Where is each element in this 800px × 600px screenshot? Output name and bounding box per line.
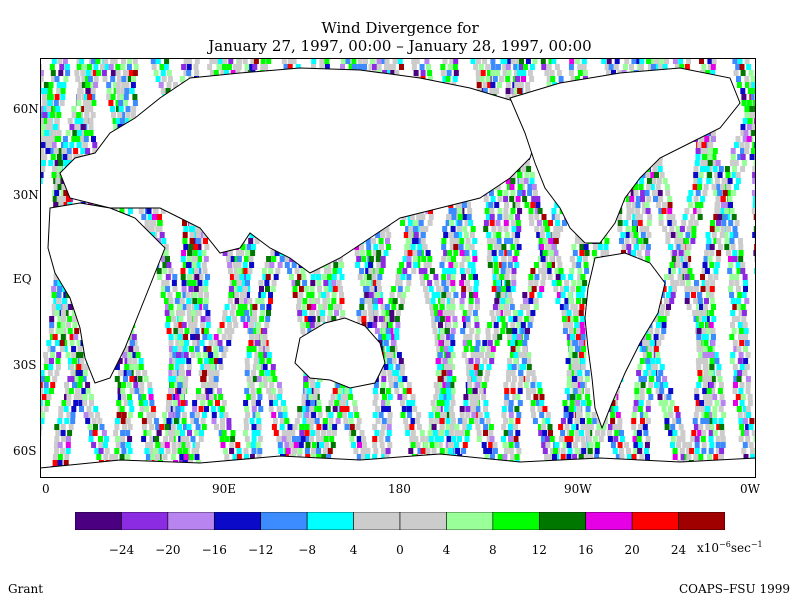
colorbar-tick-label: 4	[442, 543, 451, 557]
credit-label: COAPS–FSU 1999	[679, 582, 790, 596]
lon-label-90e: 90E	[212, 482, 237, 496]
colorbar-tick-label: 16	[578, 543, 594, 557]
lon-label-0w: 0W	[740, 482, 760, 496]
antarctica-landmass	[40, 453, 756, 478]
colorbar-swatch	[585, 512, 633, 530]
colorbar-swatch	[121, 512, 169, 530]
continent-outlines	[40, 67, 756, 478]
colorbar-swatch	[678, 512, 725, 530]
colorbar-tick-label: 20	[624, 543, 640, 557]
lat-label-30s: 30S	[13, 358, 37, 372]
australia-landmass	[294, 317, 386, 389]
lon-label-90w: 90W	[564, 482, 592, 496]
lat-label-eq: EQ	[13, 272, 32, 286]
author-label: Grant	[8, 582, 44, 596]
colorbar-tick-label: −8	[298, 543, 316, 557]
colorbar-swatch	[213, 512, 262, 530]
colorbar-swatch	[306, 512, 354, 530]
north-america-landmass	[509, 67, 741, 244]
colorbar-tick-label: 12	[531, 543, 547, 557]
colorbar-swatch	[260, 512, 308, 530]
south-america-landmass	[584, 252, 666, 430]
eurasia-landmass	[59, 67, 541, 274]
colorbar-tick-label: 4	[349, 543, 358, 557]
lon-label-0: 0	[42, 482, 50, 496]
colorbar-swatch	[492, 512, 540, 530]
colorbar-tick-label: 24	[670, 543, 687, 557]
colorbar-tick-label: −16	[201, 543, 227, 557]
colorbar-swatch	[631, 512, 679, 530]
lon-label-180: 180	[388, 482, 411, 496]
colorbar-tick-label: 8	[489, 543, 497, 557]
colorbar-swatch	[75, 512, 122, 530]
lat-label-60n: 60N	[13, 102, 39, 116]
lat-label-30n: 30N	[13, 188, 39, 202]
lat-label-60s: 60S	[13, 444, 37, 458]
africa-landmass	[47, 202, 166, 384]
colorbar-tick-label: −24	[108, 543, 135, 557]
colorbar-tick-label: −12	[248, 543, 274, 557]
chart-title-line2: January 27, 1997, 00:00 – January 28, 19…	[208, 37, 592, 55]
map-frame	[40, 58, 756, 478]
world-divergence-map	[40, 58, 756, 478]
colorbar-swatch	[538, 512, 587, 530]
colorbar-tick-label: 0	[396, 543, 404, 557]
colorbar-swatch	[167, 512, 215, 530]
colorbar-swatch	[446, 512, 494, 530]
colorbar-swatch	[399, 512, 447, 530]
swath	[40, 58, 71, 190]
chart-title-line1: Wind Divergence for	[321, 19, 479, 37]
colorbar-units: x10−6sec−1	[697, 540, 763, 555]
colorbar-tick-label: −20	[155, 543, 181, 557]
colorbar-swatch	[353, 512, 401, 530]
colorbar	[75, 512, 725, 530]
